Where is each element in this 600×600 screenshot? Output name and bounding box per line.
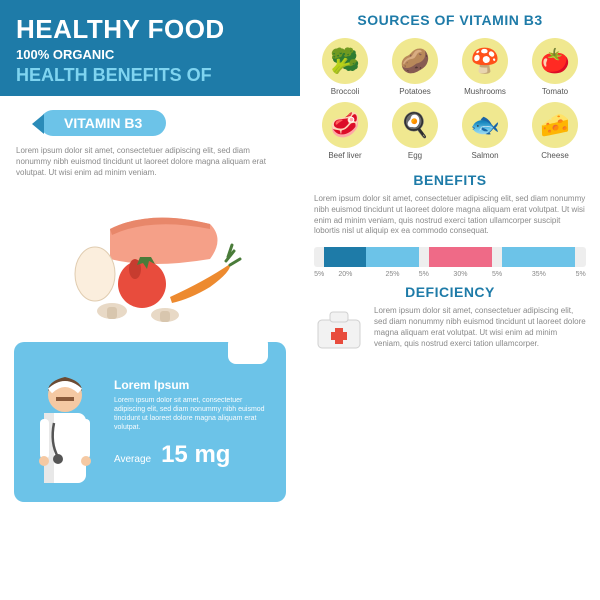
food-icon: 🐟: [462, 102, 508, 148]
food-item: 🥩 Beef liver: [314, 102, 376, 160]
chart-segment: [419, 247, 429, 267]
food-item: 🥔 Potatoes: [384, 38, 446, 96]
food-label: Beef liver: [314, 151, 376, 160]
chart-segment: [575, 247, 585, 267]
benefits-lorem: Lorem ipsum dolor sit amet, consectetuer…: [314, 192, 586, 239]
food-item: 🍅 Tomato: [524, 38, 586, 96]
food-icon: 🥔: [392, 38, 438, 84]
food-item: 🍄 Mushrooms: [454, 38, 516, 96]
dosage-text: Lorem Ipsum Lorem ipsum dolor sit amet, …: [114, 378, 274, 468]
food-label: Tomato: [524, 87, 586, 96]
chart-tick: 35%: [502, 271, 575, 278]
speech-bubble-icon: [228, 336, 268, 364]
chart-segment: [366, 247, 418, 267]
chart-segment: [492, 247, 502, 267]
chart-tick: 30%: [429, 271, 492, 278]
medkit-icon: [314, 306, 364, 350]
header-subtitle: 100% ORGANIC: [16, 47, 284, 62]
header: HEALTHY FOOD 100% ORGANIC HEALTH BENEFIT…: [0, 0, 300, 96]
deficiency-content: Lorem ipsum dolor sit amet, consectetuer…: [314, 306, 586, 350]
chart-tick: 5%: [419, 271, 429, 278]
chart-segment: [314, 247, 324, 267]
doctor-icon: [26, 363, 104, 483]
sources-title: SOURCES OF VITAMIN B3: [314, 12, 586, 28]
food-icon: 🧀: [532, 102, 578, 148]
food-label: Egg: [384, 151, 446, 160]
vitamin-badge: VITAMIN B3: [40, 110, 166, 136]
food-label: Cheese: [524, 151, 586, 160]
dosage-title: Lorem Ipsum: [114, 378, 274, 392]
deficiency-lorem: Lorem ipsum dolor sit amet, consectetuer…: [374, 306, 586, 349]
chart-tick: 25%: [366, 271, 418, 278]
header-title: HEALTHY FOOD: [16, 14, 284, 45]
deficiency-title: DEFICIENCY: [314, 284, 586, 300]
chart-segment: [324, 247, 366, 267]
food-item: 🐟 Salmon: [454, 102, 516, 160]
food-icon: 🍄: [462, 38, 508, 84]
food-icon: 🥦: [322, 38, 368, 84]
right-panel: SOURCES OF VITAMIN B3 🥦 Broccoli 🥔 Potatoes…: [300, 0, 600, 600]
food-label: Potatoes: [384, 87, 446, 96]
food-illustration-svg: [50, 189, 250, 329]
intro-lorem: Lorem ipsum dolor sit amet, consectetuer…: [0, 140, 300, 184]
sources-grid: 🥦 Broccoli 🥔 Potatoes 🍄 Mushrooms 🍅 Tomato 🥩 Beef…: [314, 38, 586, 160]
dosage-average-label: Average: [114, 454, 151, 465]
benefits-chart-ticks: 5%20%25%5%30%5%35%5%: [314, 271, 586, 278]
dosage-average-value: 15 mg: [161, 441, 230, 469]
dosage-lorem: Lorem ipsum dolor sit amet, consectetuer…: [114, 396, 274, 432]
benefits-chart: [314, 247, 586, 267]
chart-tick: 5%: [314, 271, 324, 278]
food-icon: 🥩: [322, 102, 368, 148]
food-label: Mushrooms: [454, 87, 516, 96]
infographic-container: HEALTHY FOOD 100% ORGANIC HEALTH BENEFIT…: [0, 0, 600, 600]
food-label: Salmon: [454, 151, 516, 160]
chart-segment: [502, 247, 575, 267]
food-icon: 🍅: [532, 38, 578, 84]
benefits-title: BENEFITS: [314, 172, 586, 188]
dosage-panel: Lorem Ipsum Lorem ipsum dolor sit amet, …: [14, 342, 286, 502]
food-label: Broccoli: [314, 87, 376, 96]
dosage-average-row: Average 15 mg: [114, 441, 274, 469]
food-illustration: [0, 184, 300, 334]
left-panel: HEALTHY FOOD 100% ORGANIC HEALTH BENEFIT…: [0, 0, 300, 600]
chart-tick: 20%: [324, 271, 366, 278]
chart-segment: [429, 247, 492, 267]
food-item: 🥦 Broccoli: [314, 38, 376, 96]
chart-tick: 5%: [575, 271, 585, 278]
food-item: 🍳 Egg: [384, 102, 446, 160]
food-item: 🧀 Cheese: [524, 102, 586, 160]
food-icon: 🍳: [392, 102, 438, 148]
header-benefits-of: HEALTH BENEFITS OF: [16, 65, 284, 86]
chart-tick: 5%: [492, 271, 502, 278]
